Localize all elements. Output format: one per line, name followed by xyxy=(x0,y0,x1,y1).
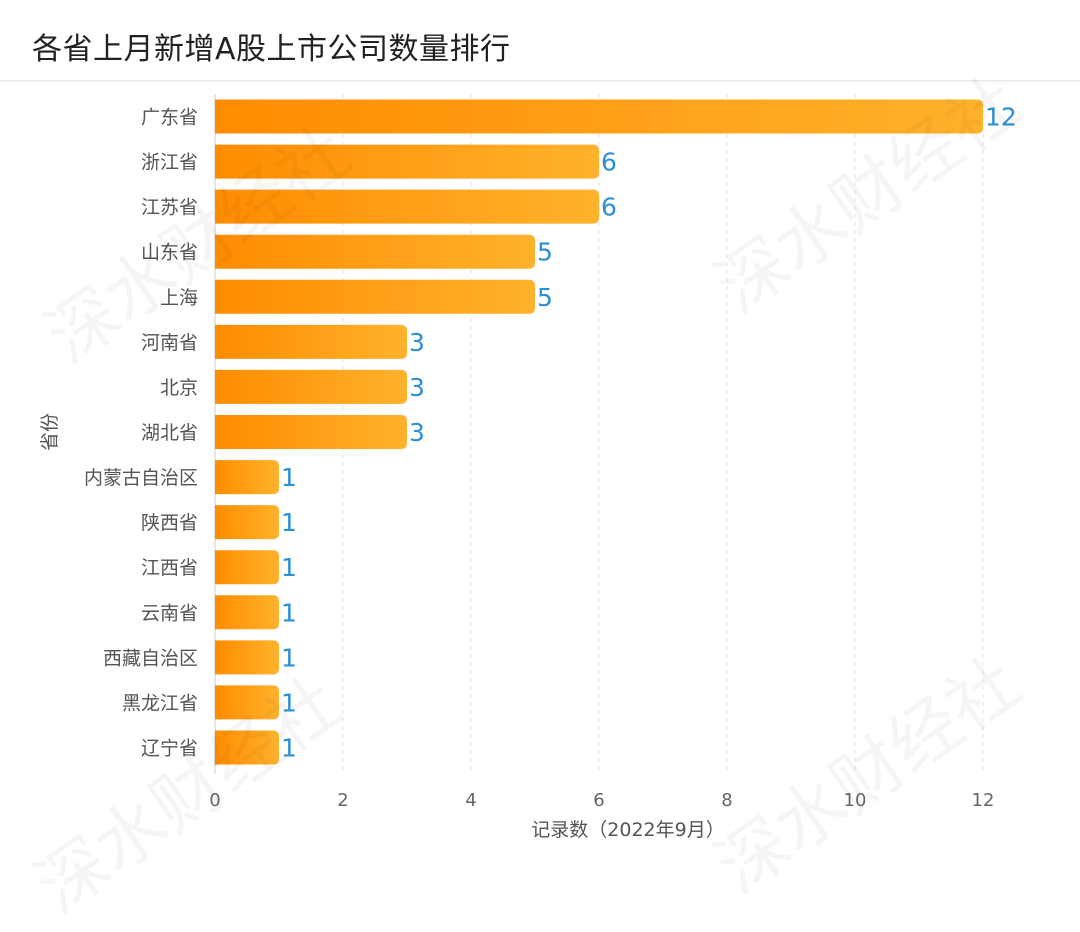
bar-value-label: 5 xyxy=(537,283,553,312)
category-label: 西藏自治区 xyxy=(103,647,198,669)
category-label: 上海 xyxy=(160,287,198,309)
bar xyxy=(215,234,535,269)
bar-value-label: 6 xyxy=(601,148,617,177)
x-tick-label: 12 xyxy=(972,790,995,811)
category-label: 黑龙江省 xyxy=(122,692,198,714)
bar-value-label: 3 xyxy=(409,418,425,447)
bar xyxy=(215,595,279,630)
x-tick-label: 4 xyxy=(465,790,476,811)
bar xyxy=(215,640,279,675)
category-label: 云南省 xyxy=(141,602,198,624)
bar xyxy=(215,189,599,224)
x-tick-label: 10 xyxy=(844,790,867,811)
bar xyxy=(215,550,279,585)
bar-value-label: 1 xyxy=(281,508,297,537)
category-label: 江西省 xyxy=(141,557,198,579)
bar-value-label: 1 xyxy=(281,688,297,717)
x-tick-label: 6 xyxy=(593,790,604,811)
x-axis-label: 记录数（2022年9月） xyxy=(531,819,724,841)
bar xyxy=(215,505,279,540)
bar xyxy=(215,460,279,495)
category-label: 陕西省 xyxy=(141,512,198,534)
bar-value-label: 3 xyxy=(409,328,425,357)
bar-value-label: 5 xyxy=(537,238,553,267)
category-label: 河南省 xyxy=(141,332,198,354)
bar xyxy=(215,99,983,134)
bar-value-label: 1 xyxy=(281,553,297,582)
category-label: 内蒙古自治区 xyxy=(84,467,198,489)
bar-value-label: 1 xyxy=(281,643,297,672)
bar xyxy=(215,144,599,179)
bar-value-label: 1 xyxy=(281,463,297,492)
chart-title: 各省上月新增A股上市公司数量排行 xyxy=(32,32,511,67)
bar-value-label: 12 xyxy=(985,103,1017,132)
category-label: 广东省 xyxy=(141,107,198,129)
bar xyxy=(215,730,279,765)
x-tick-label: 2 xyxy=(337,790,348,811)
category-label: 湖北省 xyxy=(141,422,198,444)
bar xyxy=(215,415,407,449)
bar-value-label: 6 xyxy=(601,193,617,222)
bar xyxy=(215,279,535,314)
bar xyxy=(215,324,407,359)
bar xyxy=(215,685,279,720)
category-label: 浙江省 xyxy=(141,152,198,174)
category-label: 北京 xyxy=(160,377,198,399)
chart-header: 各省上月新增A股上市公司数量排行 xyxy=(0,0,1080,81)
bar-value-label: 1 xyxy=(281,733,297,762)
bar-value-label: 3 xyxy=(409,373,425,402)
category-label: 山东省 xyxy=(141,242,198,264)
x-tick-label: 0 xyxy=(209,790,220,811)
bar-value-label: 1 xyxy=(281,598,297,627)
category-label: 江苏省 xyxy=(141,197,198,219)
bar-chart: 12 6 6 5 5 3 3 3 1 1 1 1 1 1 1 广东省浙江省江苏省山东省上海河南省北京湖北省内… xyxy=(39,94,1017,841)
bar xyxy=(215,369,407,404)
y-axis-label: 省份 xyxy=(39,413,61,451)
category-label: 辽宁省 xyxy=(141,737,198,759)
x-tick-label: 8 xyxy=(721,790,732,811)
